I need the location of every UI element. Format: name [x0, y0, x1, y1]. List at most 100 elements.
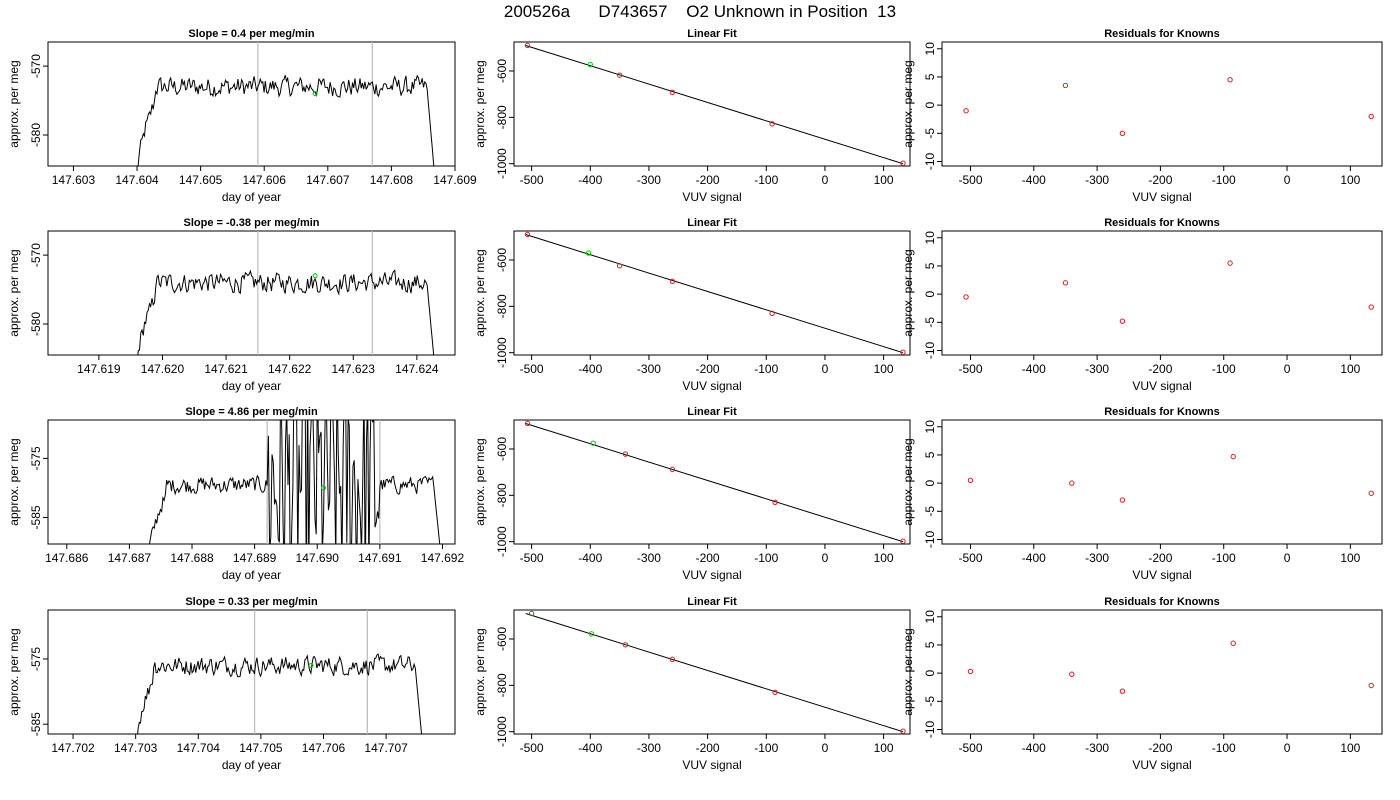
- plot-frame: [941, 41, 1383, 167]
- x-tick-label: -200: [1148, 173, 1172, 187]
- x-tick-label: 147.606: [243, 173, 287, 187]
- data-point: [900, 160, 906, 166]
- x-tick-label: 147.622: [268, 362, 312, 376]
- x-tick-label: 147.604: [115, 173, 159, 187]
- y-axis-label: approx. per meg: [7, 249, 21, 336]
- plot-data: [967, 640, 1374, 694]
- panel-4: Slope = -0.38 per meg/min 147.619 147.620 1…: [7, 217, 456, 393]
- data-point: [1069, 480, 1075, 486]
- y-tick-label: -575: [29, 647, 43, 671]
- plot-frame: [47, 609, 456, 735]
- y-tick-label: -5: [923, 128, 937, 139]
- plot-title: Residuals for Knowns: [1104, 406, 1220, 418]
- plot-data: [524, 420, 906, 544]
- x-tick-label: 147.608: [370, 173, 414, 187]
- x-tick-label: -400: [578, 173, 602, 187]
- plot-title: Residuals for Knowns: [1104, 596, 1220, 608]
- panel-3: Residuals for Knowns-500 -400 -300 -200 -100…: [901, 28, 1383, 204]
- y-tick-label: -800: [495, 105, 509, 129]
- x-tick-label: 147.689: [233, 551, 277, 565]
- x-tick-label: -300: [637, 362, 661, 376]
- x-tick-label: -200: [696, 362, 720, 376]
- plot-data: [525, 610, 906, 734]
- fit-line: [525, 422, 904, 543]
- plot-frame: [513, 230, 911, 356]
- x-tick-label: 0: [1284, 741, 1291, 755]
- unknown-point: [590, 440, 596, 446]
- plot-frame: [941, 419, 1383, 545]
- y-axis-label: approx. per meg: [473, 249, 487, 336]
- plot-title: Linear Fit: [687, 406, 737, 418]
- y-tick-label: -570: [29, 54, 43, 78]
- data-point: [1227, 77, 1233, 83]
- data-point: [528, 610, 535, 617]
- y-tick-label: -570: [29, 243, 43, 267]
- fit-line: [525, 44, 904, 165]
- x-tick-label: 0: [822, 362, 829, 376]
- x-tick-label: 100: [1340, 362, 1360, 376]
- unknown-marker: [308, 662, 314, 668]
- x-axis-label: day of year: [222, 190, 281, 204]
- y-axis-label: approx. per meg: [7, 628, 21, 715]
- panel-12: Residuals for Knowns-500 -400 -300 -200 -100…: [901, 596, 1383, 772]
- y-tick-label: -1000: [495, 148, 509, 179]
- x-tick-label: 147.620: [141, 362, 185, 376]
- data-point: [1230, 453, 1236, 460]
- unknown-marker: [312, 91, 318, 97]
- y-tick-label: -580: [29, 312, 43, 336]
- data-point: [769, 310, 775, 316]
- x-tick-label: -400: [1022, 362, 1046, 376]
- data-point: [1119, 688, 1126, 694]
- fit-line: [525, 233, 904, 354]
- panel-7: Slope = 4.86 per meg/min 147.686 147.687 14…: [7, 406, 464, 582]
- y-tick-label: 10: [923, 231, 937, 245]
- y-axis-label: approx. per meg: [7, 60, 21, 147]
- x-tick-label: 147.686: [45, 551, 89, 565]
- x-tick-label: -500: [520, 741, 544, 755]
- unknown-marker: [321, 485, 327, 491]
- x-tick-label: 0: [822, 173, 829, 187]
- x-tick-label: -100: [754, 173, 778, 187]
- unknown-point: [587, 61, 593, 68]
- plot-title: Slope = -0.38 per meg/min: [183, 217, 319, 229]
- y-tick-label: -800: [495, 673, 509, 697]
- y-axis-label: approx. per meg: [901, 438, 915, 525]
- y-axis-label: approx. per meg: [473, 438, 487, 525]
- x-tick-label: -200: [696, 741, 720, 755]
- plot-data: [963, 77, 1374, 137]
- x-axis-label: VUV signal: [682, 190, 741, 204]
- y-tick-label: 0: [923, 479, 937, 486]
- plot-title: Linear Fit: [687, 596, 737, 608]
- data-point: [1368, 304, 1374, 310]
- x-tick-label: -100: [1212, 551, 1236, 565]
- plot-data: [524, 231, 906, 355]
- x-tick-label: -100: [754, 741, 778, 755]
- x-tick-label: 100: [874, 551, 894, 565]
- x-axis-label: VUV signal: [682, 758, 741, 772]
- x-axis-label: day of year: [222, 758, 281, 772]
- x-tick-label: -400: [578, 741, 602, 755]
- y-tick-label: -800: [495, 294, 509, 318]
- x-tick-label: 147.619: [77, 362, 121, 376]
- x-tick-label: 147.707: [364, 741, 408, 755]
- x-tick-label: 100: [874, 173, 894, 187]
- panel-9: Residuals for Knowns-500 -400 -300 -200 -100…: [901, 406, 1383, 582]
- x-axis-label: VUV signal: [1132, 190, 1191, 204]
- x-tick-label: -100: [754, 551, 778, 565]
- y-axis-label: approx. per meg: [7, 438, 21, 525]
- x-tick-label: -500: [520, 173, 544, 187]
- x-tick-label: -500: [958, 362, 982, 376]
- unknown-point: [588, 631, 595, 637]
- data-point: [772, 689, 778, 695]
- plot-title: Residuals for Knowns: [1104, 28, 1220, 40]
- x-axis-label: day of year: [222, 379, 281, 393]
- plot-data: [137, 610, 423, 734]
- x-tick-label: -200: [1148, 362, 1172, 376]
- data-point: [1062, 280, 1069, 286]
- x-tick-label: 147.605: [179, 173, 223, 187]
- data-point: [900, 349, 906, 355]
- x-tick-label: 147.607: [306, 173, 350, 187]
- data-point: [622, 451, 629, 457]
- plot-title: Slope = 0.33 per meg/min: [185, 596, 318, 608]
